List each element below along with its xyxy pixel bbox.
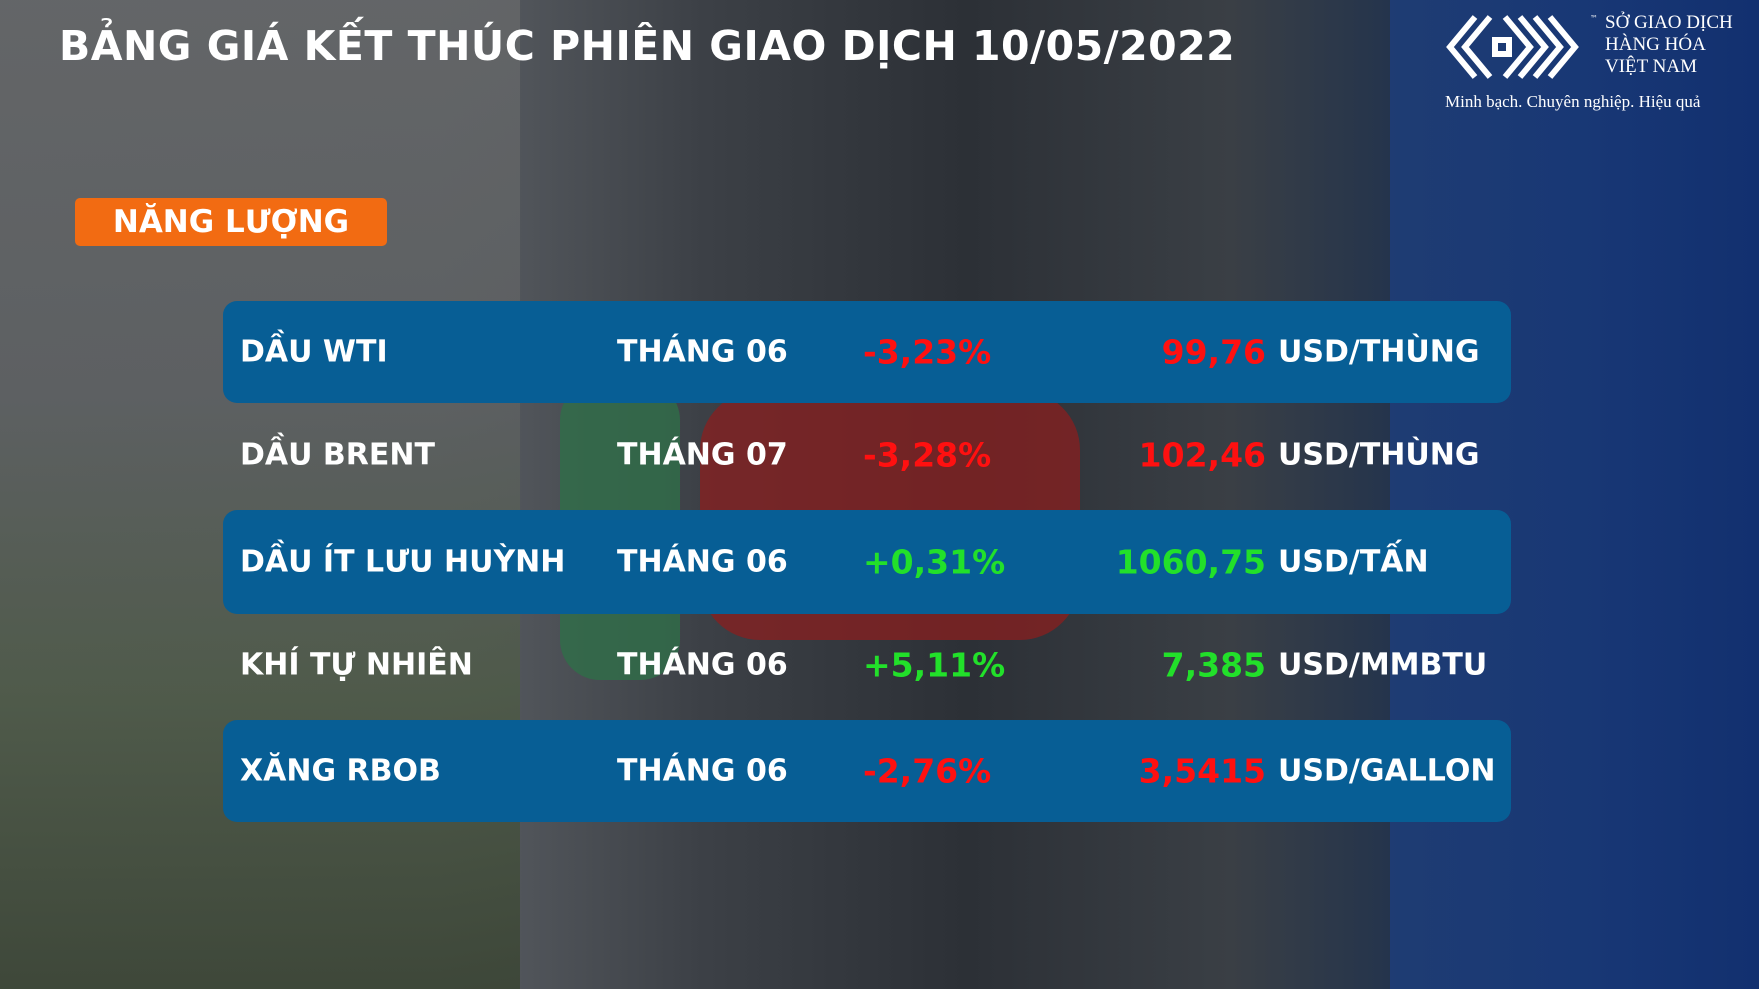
change-percent: -2,76%	[863, 751, 992, 791]
contract-month: THÁNG 06	[617, 544, 788, 580]
change-percent: +0,31%	[863, 542, 1006, 582]
table-row: KHÍ TỰ NHIÊN THÁNG 06 +5,11% 7,385 USD/MMBTU	[223, 614, 1511, 716]
price-value: 3,5415	[1138, 751, 1266, 791]
contract-month: THÁNG 06	[617, 753, 788, 789]
price-unit: USD/TẤN	[1278, 544, 1429, 580]
price-unit: USD/MMBTU	[1278, 647, 1488, 683]
price-value: 7,385	[1161, 645, 1266, 685]
change-percent: -3,23%	[863, 332, 992, 372]
logo: ™ SỞ GIAO DỊCH HÀNG HÓA VIỆT NAM Minh bạ…	[1445, 12, 1733, 111]
price-unit: USD/THÙNG	[1278, 437, 1480, 473]
price-value: 1060,75	[1115, 542, 1266, 582]
background-blue-panel	[1390, 0, 1759, 989]
contract-month: THÁNG 07	[617, 437, 788, 473]
category-badge: NĂNG LƯỢNG	[75, 198, 387, 246]
contract-month: THÁNG 06	[617, 647, 788, 683]
contract-month: THÁNG 06	[617, 334, 788, 370]
commodity-name: DẦU ÍT LƯU HUỲNH	[240, 544, 566, 580]
change-percent: +5,11%	[863, 645, 1006, 685]
commodity-name: DẦU WTI	[240, 334, 388, 370]
price-unit: USD/GALLON	[1278, 753, 1496, 789]
logo-text: SỞ GIAO DỊCH HÀNG HÓA VIỆT NAM	[1605, 12, 1733, 77]
logo-mark-icon	[1446, 15, 1579, 79]
price-value: 102,46	[1138, 435, 1266, 475]
price-unit: USD/THÙNG	[1278, 334, 1480, 370]
table-row: XĂNG RBOB THÁNG 06 -2,76% 3,5415 USD/GALLON	[223, 720, 1511, 822]
table-row: DẦU WTI THÁNG 06 -3,23% 99,76 USD/THÙNG	[223, 301, 1511, 403]
price-value: 99,76	[1161, 332, 1266, 372]
change-percent: -3,28%	[863, 435, 992, 475]
commodity-name: KHÍ TỰ NHIÊN	[240, 647, 473, 683]
table-row: DẦU BRENT THÁNG 07 -3,28% 102,46 USD/THÙNG	[223, 404, 1511, 506]
background-photo	[0, 0, 520, 989]
table-row: DẦU ÍT LƯU HUỲNH THÁNG 06 +0,31% 1060,75 USD…	[223, 510, 1511, 614]
page-title: BẢNG GIÁ KẾT THÚC PHIÊN GIAO DỊCH 10/05/…	[59, 22, 1236, 70]
commodity-name: XĂNG RBOB	[240, 753, 441, 789]
logo-slogan: Minh bạch. Chuyên nghiệp. Hiệu quả	[1445, 92, 1701, 111]
commodity-name: DẦU BRENT	[240, 437, 435, 473]
